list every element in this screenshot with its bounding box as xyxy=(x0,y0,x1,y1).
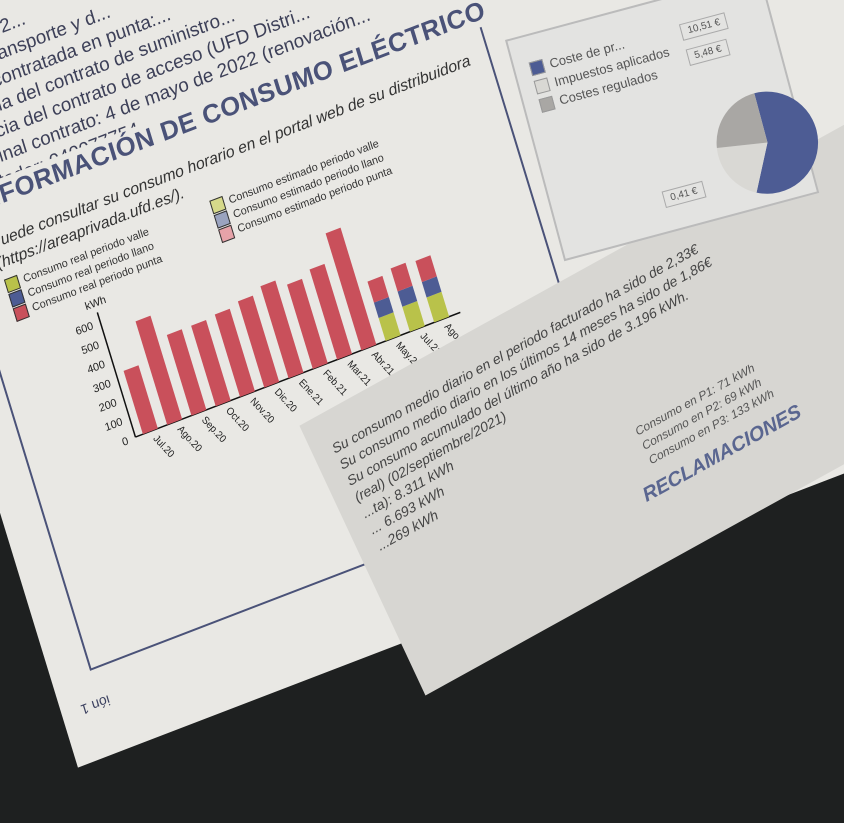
bar-segment xyxy=(402,301,425,332)
bar-segment xyxy=(191,319,231,407)
bar-segment xyxy=(373,296,394,319)
x-tick-label: Jul.20 xyxy=(151,433,177,460)
x-tick-label: Oct.20 xyxy=(223,405,251,434)
bar-segment xyxy=(309,263,353,360)
pie-slice xyxy=(754,91,819,194)
pie-slice xyxy=(716,93,768,148)
bar-segment xyxy=(214,308,255,397)
bar-segment xyxy=(166,329,207,416)
cost-value: 0,41 € xyxy=(661,180,707,209)
bar-segment xyxy=(378,312,401,342)
x-tick-label: Mar.21 xyxy=(345,359,373,389)
bar-segment xyxy=(287,278,328,369)
y-tick-label: 600 xyxy=(74,320,95,338)
bar-segment xyxy=(260,280,304,379)
bill-page: Referencia: 2... Peaje de transporte y d… xyxy=(0,0,844,768)
bar-segment xyxy=(237,295,280,388)
x-tick-label: Sep.20 xyxy=(199,415,228,446)
bar-segment xyxy=(421,276,442,298)
cost-pie-chart xyxy=(716,91,819,194)
y-tick-label: 100 xyxy=(104,416,125,434)
bar-segment xyxy=(390,262,413,292)
bar-segment xyxy=(325,227,377,351)
page-footer: ión 1 xyxy=(79,692,113,719)
x-tick-label: Dic.20 xyxy=(272,387,299,416)
bar-segment xyxy=(426,291,450,323)
cost-value: 5,48 € xyxy=(685,38,731,66)
cost-value: 10,51 € xyxy=(678,12,730,41)
x-tick-label: Feb.21 xyxy=(320,368,349,399)
bar-segment xyxy=(415,255,437,283)
swatch-icon xyxy=(528,58,546,76)
bar-segment xyxy=(397,285,418,307)
y-tick-label: 200 xyxy=(98,397,119,415)
pie-slice xyxy=(716,142,768,193)
cost-breakdown: Coste de pr... Impuestos aplicados Coste… xyxy=(505,0,820,262)
bar-segment xyxy=(123,365,158,435)
x-tick-label: Ago.20 xyxy=(175,424,204,455)
swatch-icon xyxy=(538,95,556,113)
y-tick-label: 500 xyxy=(80,339,101,357)
swatch-icon xyxy=(533,76,551,95)
y-tick-label: 400 xyxy=(86,358,107,376)
bar-segment xyxy=(367,275,389,303)
x-tick-label: Ene.21 xyxy=(296,377,325,408)
y-tick-label: 300 xyxy=(92,378,113,396)
consumption-section: INFORMACIÓN DE CONSUMO ELÉCTRICO Puede c… xyxy=(0,0,617,671)
cost-legend: Coste de pr... Impuestos aplicados Coste… xyxy=(528,26,677,117)
x-tick-label: Nov.20 xyxy=(248,396,277,427)
y-tick-label: 0 xyxy=(121,435,130,449)
bar-segment xyxy=(135,315,183,425)
y-axis-unit: kWh xyxy=(84,294,108,313)
swatch-icon xyxy=(12,303,30,322)
y-axis xyxy=(96,312,137,438)
